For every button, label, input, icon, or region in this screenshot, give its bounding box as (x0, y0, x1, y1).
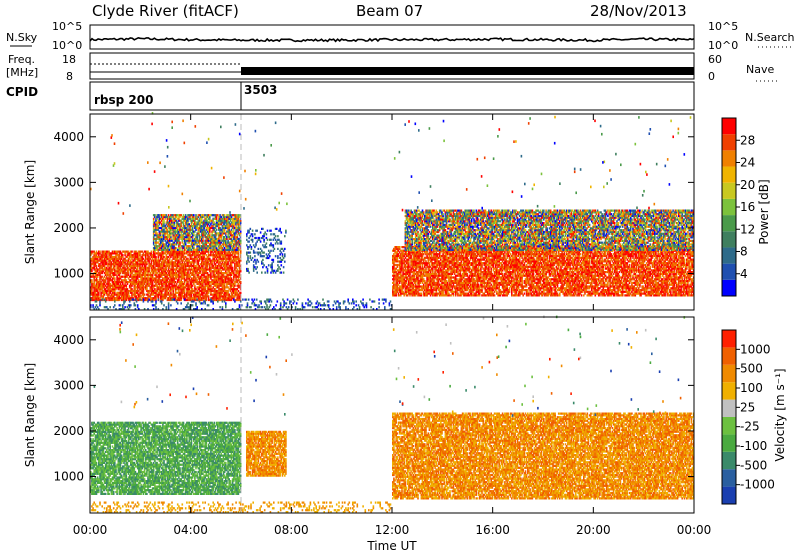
freq-tick-top: 18 (62, 53, 76, 66)
freq-frame (90, 53, 694, 79)
beam-title: Beam 07 (356, 2, 423, 20)
radar-summary-plot: Clyde River (fitACF) Beam 07 28/Nov/2013… (0, 0, 800, 554)
date-title: 28/Nov/2013 (590, 2, 687, 20)
nave-tick-bottom: 0 (708, 70, 715, 83)
nsky-series-line (90, 38, 694, 42)
cpid-panel: CPID rbsp 200 3503 (6, 82, 694, 110)
power-echo-cell (114, 277, 116, 279)
nsearch-label: N.Search (745, 31, 795, 44)
freq-tick-bottom: 8 (66, 70, 73, 83)
nsearch-tick-top: 10^5 (708, 20, 738, 33)
freq-series (90, 64, 694, 75)
nsky-frame (90, 25, 694, 49)
cpid-label: CPID (6, 85, 38, 99)
cpid-entry-2: 3503 (244, 83, 277, 97)
power-echo-cell (131, 251, 133, 253)
power-echo-cell (122, 254, 124, 256)
nsky-tick-bottom: 10^0 (52, 39, 82, 52)
power-echo-cell (99, 251, 101, 253)
power-echo-cell (91, 279, 93, 281)
freq-label: Freq. (8, 53, 35, 66)
nave-label: Nave (746, 63, 774, 76)
nave-tick-top: 60 (708, 53, 722, 66)
freq-panel: Freq. [MHz] 18 8 60 0 Nave (6, 53, 780, 83)
freq-unit-label: [MHz] (6, 66, 38, 79)
nsky-panel: N.Sky 10^5 10^0 10^5 10^0 N.Search (6, 20, 795, 52)
cpid-entry-1: rbsp 200 (94, 93, 153, 107)
nsky-tick-top: 10^5 (52, 20, 82, 33)
power-echo-cell (96, 265, 98, 267)
freq-trace-late (241, 67, 694, 75)
cpid-frame (90, 82, 694, 110)
station-title: Clyde River (fitACF) (92, 2, 239, 20)
nsearch-tick-bottom: 10^0 (708, 39, 738, 52)
nsky-label: N.Sky (6, 31, 38, 44)
